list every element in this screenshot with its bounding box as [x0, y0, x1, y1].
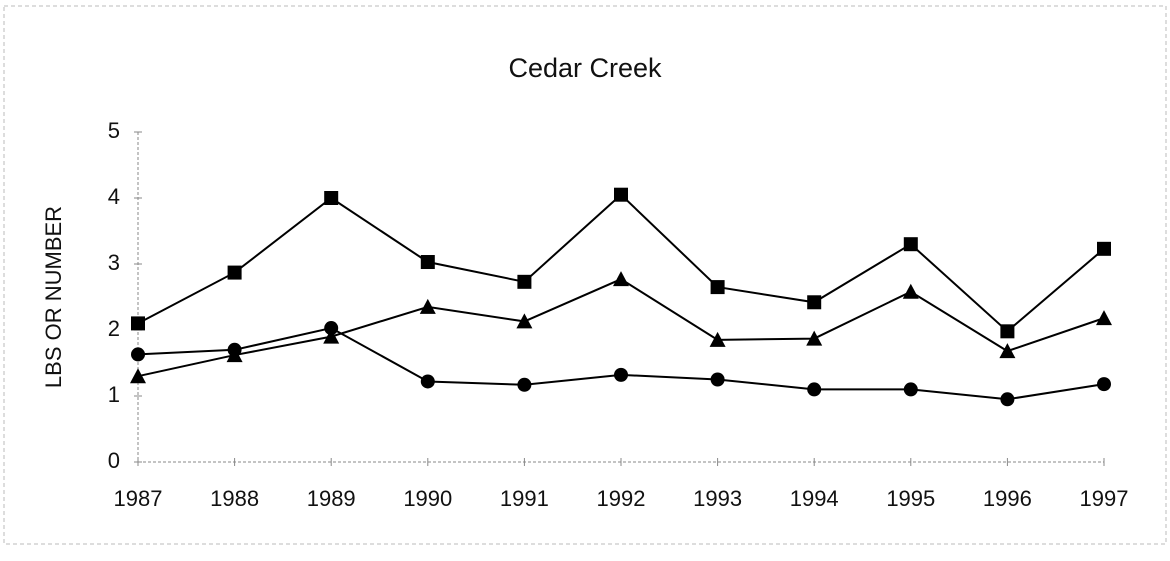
series-line: [137, 193, 1105, 333]
marker: [807, 382, 822, 397]
marker: [903, 382, 918, 397]
marker: [131, 316, 145, 331]
y-tick-label: 4: [108, 184, 120, 209]
marker: [1096, 310, 1112, 326]
marker: [614, 367, 628, 382]
marker: [613, 271, 629, 287]
x-tick-label: 1994: [790, 486, 839, 511]
marker: [710, 280, 725, 295]
marker: [1000, 392, 1015, 407]
marker: [420, 255, 435, 270]
marker: [903, 237, 918, 252]
x-tick-label: 1995: [886, 486, 935, 511]
marker: [1097, 377, 1111, 392]
marker: [709, 331, 726, 347]
x-tick-label: 1991: [500, 486, 549, 511]
y-tick-label: 5: [108, 118, 120, 143]
x-tick-label: 1997: [1080, 486, 1129, 511]
y-tick-label: 3: [108, 250, 120, 275]
x-tick-label: 1993: [693, 486, 742, 511]
marker: [419, 298, 436, 314]
x-tick-label: 1988: [210, 486, 259, 511]
marker: [323, 328, 340, 344]
x-tick-label: 1992: [597, 486, 646, 511]
series-line: [137, 326, 1105, 401]
chart-border: [3, 5, 1167, 545]
marker: [999, 343, 1016, 359]
x-tick-label: 1989: [307, 486, 356, 511]
marker: [517, 274, 532, 289]
marker: [614, 187, 628, 202]
marker: [710, 372, 725, 387]
marker: [130, 368, 146, 384]
series-line: [137, 278, 1105, 378]
marker: [516, 313, 533, 329]
x-tick-label: 1996: [983, 486, 1032, 511]
marker: [324, 191, 339, 205]
marker: [227, 342, 242, 357]
marker: [1097, 241, 1111, 256]
x-tick-label: 1990: [403, 486, 452, 511]
y-tick-label: 2: [108, 316, 120, 341]
y-axis-label: LBS OR NUMBER: [41, 206, 66, 388]
chart-title: Cedar Creek: [508, 53, 662, 83]
marker: [420, 374, 435, 389]
y-tick-label: 1: [108, 382, 120, 407]
marker: [806, 330, 823, 346]
marker: [807, 295, 822, 310]
marker: [131, 347, 145, 362]
marker: [1000, 324, 1015, 339]
x-tick-label: 1987: [114, 486, 163, 511]
marker: [324, 321, 339, 336]
marker: [227, 265, 242, 280]
y-tick-label: 0: [108, 448, 120, 473]
marker: [517, 377, 532, 392]
marker: [902, 283, 919, 299]
